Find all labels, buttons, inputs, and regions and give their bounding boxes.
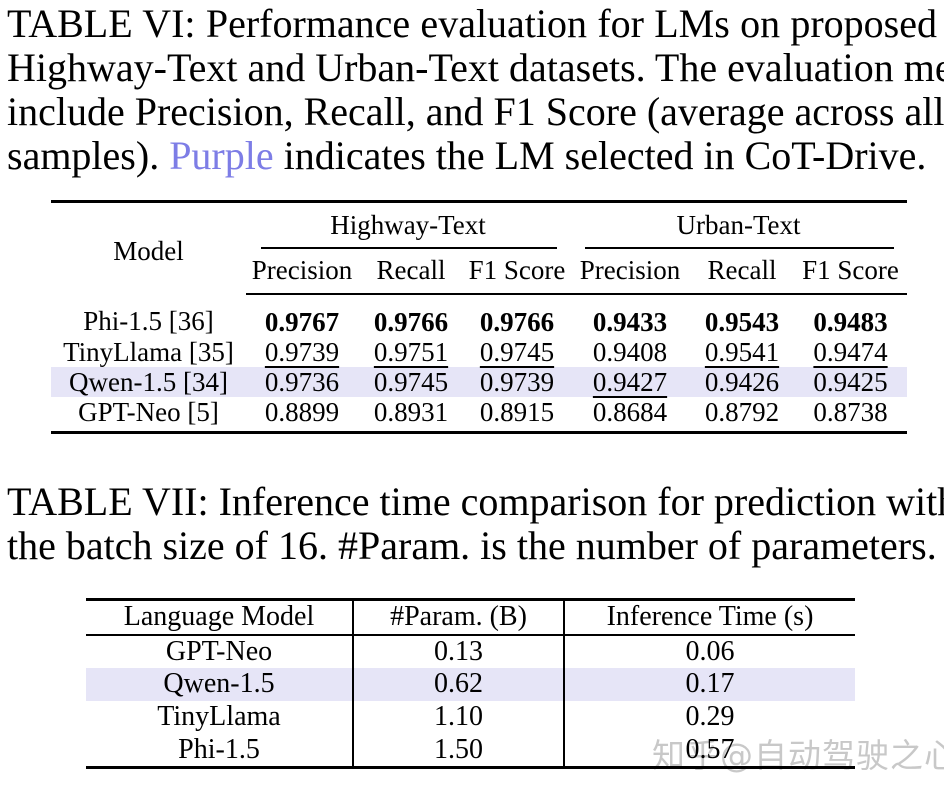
column-header-f1: F1 Score [464,248,570,295]
time-value-cell: 0.29 [563,700,855,734]
metric-value-cell: 0.9483 [813,306,888,337]
metric-value-cell: 0.9408 [592,336,668,367]
param-value-cell: 1.10 [352,700,564,734]
purple-keyword: Purple [169,133,274,178]
table-row-tinyllama: TinyLlama [35] 0.9739 0.9751 0.9745 0.94… [51,337,907,367]
metric-value-cell: 0.9766 [373,306,449,337]
table-row-phi: Phi-1.5 [36] 0.9767 0.9766 0.9766 0.9433… [51,294,907,337]
metric-value-cell: 0.9751 [373,336,449,367]
metric-value-cell: 0.8915 [479,396,555,427]
metric-value-cell: 0.9427 [570,366,690,397]
model-name-cell: TinyLlama [157,701,281,732]
caption-line: the batch size of 16. #Param. is the num… [7,523,937,568]
table-row-gptneo: GPT-Neo 0.13 0.06 [86,634,855,668]
time-value-cell: 0.06 [563,634,855,668]
time-value-cell: 0.17 [563,667,855,701]
metric-value-cell: 0.9433 [592,306,668,337]
metric-value-cell: 0.9425 [794,366,908,397]
metric-value-cell: 0.9541 [704,336,780,367]
model-name-cell: Phi-1.5 [36] [83,306,214,336]
table-row-tinyllama: TinyLlama 1.10 0.29 [86,700,855,734]
caption-line: TABLE VII: Inference time comparison for… [7,479,944,524]
model-name-cell: Qwen-1.5 [34] [51,366,246,397]
metric-value-cell: 0.8738 [813,396,888,427]
metric-value-cell: 0.9745 [358,366,464,397]
metric-value-cell: 0.9767 [264,306,340,337]
caption-line: Highway-Text and Urban-Text datasets. Th… [7,45,944,90]
column-header-inference-time: Inference Time (s) [563,599,855,636]
column-group-highway-text: Highway-Text [246,202,570,249]
inference-time-table: Language Model #Param. (B) Inference Tim… [86,598,855,769]
column-header-language-model: Language Model [86,599,353,636]
model-name-cell: Qwen-1.5 [86,667,353,701]
table-row-qwen-selected: Qwen-1.5 [34] 0.9736 0.9745 0.9739 0.942… [51,366,908,397]
model-name-cell: Phi-1.5 [178,733,260,765]
column-header-recall: Recall [690,248,794,295]
subheader-row: Precision Recall F1 Score Precision Reca… [51,248,908,295]
table-vii-caption: TABLE VII: Inference time comparison for… [7,479,944,568]
table-vi-caption: TABLE VI: Performance evaluation for LMs… [7,1,944,178]
metric-value-cell: 0.9736 [246,366,358,397]
time-value-cell: 0.57 [563,733,855,767]
caption-text: samples). [7,133,170,178]
header-row: Language Model #Param. (B) Inference Tim… [86,599,855,636]
caption-line: TABLE VI: Performance evaluation for LMs… [7,1,937,46]
column-group-urban-text: Urban-Text [570,202,907,249]
caption-text: indicates the LM selected in CoT-Drive. [273,133,927,178]
table-row-phi: Phi-1.5 1.50 0.57 [86,733,855,767]
column-header-precision: Precision [570,248,690,295]
metric-value-cell: 0.9745 [479,336,555,367]
column-header-recall: Recall [358,248,464,295]
model-name-cell: GPT-Neo [165,635,273,667]
metric-value-cell: 0.8792 [704,396,780,427]
table-row-qwen-selected: Qwen-1.5 0.62 0.17 [86,667,855,701]
param-value-cell: 0.13 [352,634,564,668]
metric-value-cell: 0.8931 [373,396,449,427]
metric-value-cell: 0.8899 [264,396,340,427]
column-header-f1: F1 Score [794,248,908,295]
metric-value-cell: 0.8684 [592,396,668,427]
table-row-gptneo: GPT-Neo [5] 0.8899 0.8931 0.8915 0.8684 … [51,397,907,433]
caption-line: samples). Purple indicates the LM select… [7,134,937,178]
column-header-param: #Param. (B) [352,599,564,636]
model-name-cell: TinyLlama [35] [63,336,234,367]
metric-value-cell: 0.9543 [704,306,780,337]
metric-value-cell: 0.9739 [464,366,570,397]
performance-table: Model Highway-Text Urban-Text Precision … [51,200,908,434]
model-name-cell: GPT-Neo [5] [78,396,219,427]
column-header-model: Model [113,235,184,266]
param-value-cell: 0.62 [352,667,564,701]
metric-value-cell: 0.9739 [264,336,340,367]
group-header-row: Model Highway-Text Urban-Text [51,202,907,266]
caption-line: include Precision, Recall, and F1 Score … [7,89,944,134]
param-value-cell: 1.50 [352,733,564,767]
column-header-precision: Precision [246,248,358,295]
metric-value-cell: 0.9426 [690,366,794,397]
metric-value-cell: 0.9766 [479,306,555,337]
metric-value-cell: 0.9474 [813,336,888,367]
